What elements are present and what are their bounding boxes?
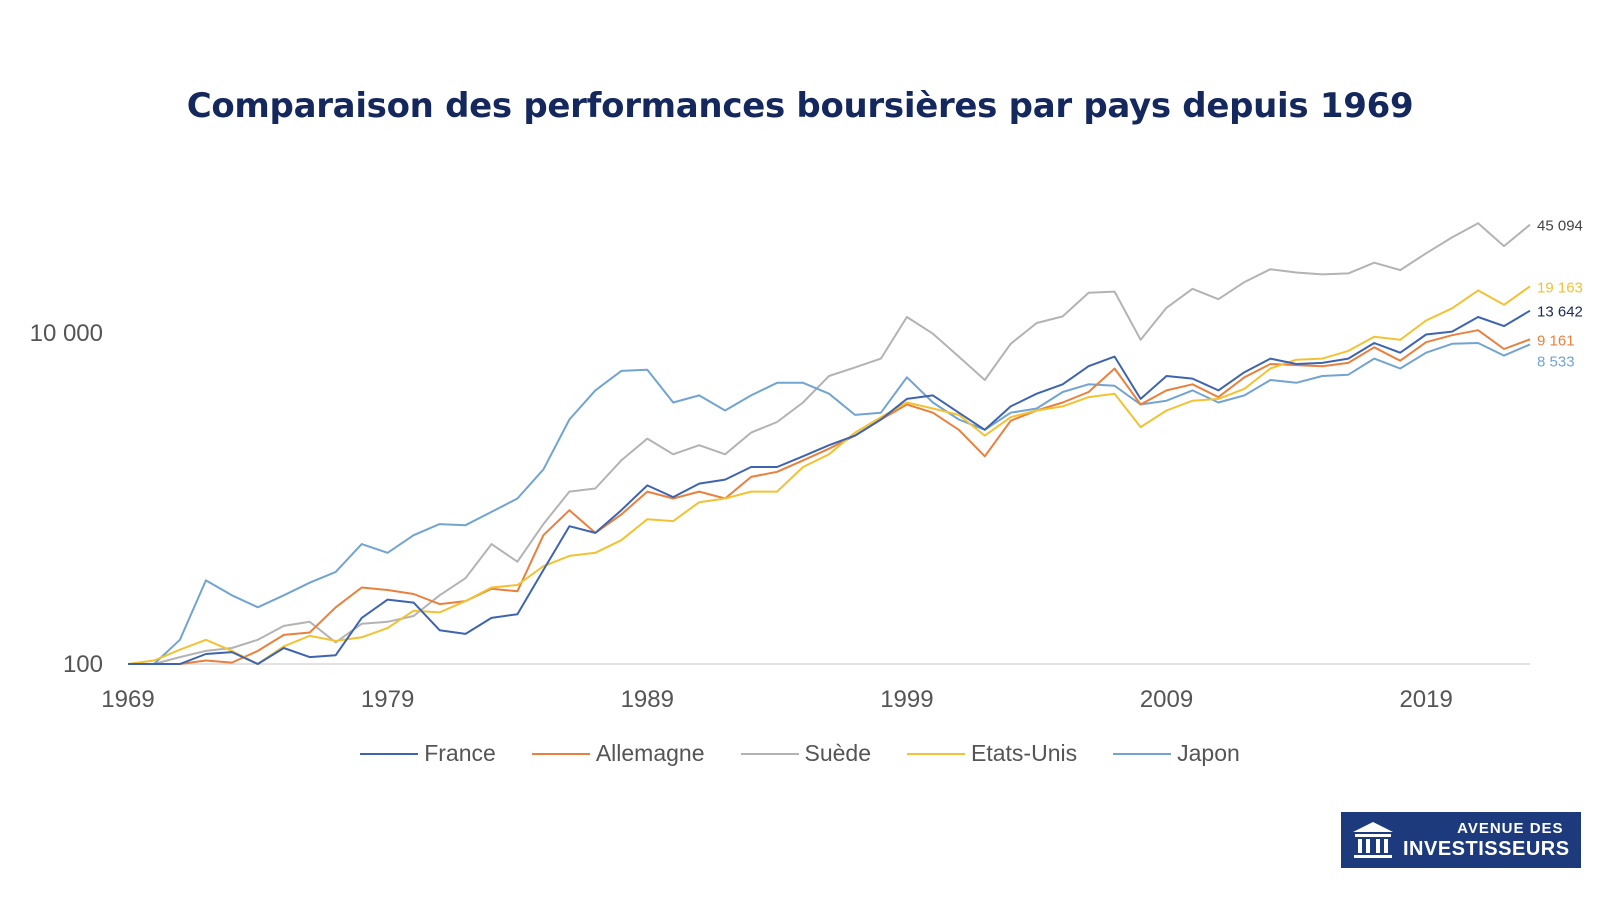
legend-label: Japon [1177,740,1240,766]
chart-series [127,222,1531,665]
legend-swatch [1113,752,1172,755]
series-line-france [128,309,1531,665]
legend-swatch [531,752,590,755]
chart-legend: France Allemagne Suède Etats-Unis Japon [0,740,1600,767]
end-label: 8 533 [1537,353,1575,370]
legend-item-suede[interactable]: Suède [740,740,872,767]
x-tick-label: 1989 [621,686,674,713]
x-tick-label: 2019 [1399,686,1452,713]
y-tick-label: 10 000 [30,320,103,347]
end-label: 13 642 [1537,304,1583,321]
x-tick-label: 1969 [101,686,154,713]
series-line-allemagne [128,329,1531,665]
chart-plot: 100 10 000 1969 1979 1989 1999 2009 2019 45 094… [30,218,1583,713]
end-label: 19 163 [1537,279,1583,296]
logo-line-2: INVESTISSEURS [1403,838,1570,860]
legend-item-etats-unis[interactable]: Etats-Unis [907,740,1077,767]
series-line-etats-unis [127,285,1531,665]
legend-swatch [907,752,966,755]
legend-item-france[interactable]: France [360,740,496,767]
legend-item-allemagne[interactable]: Allemagne [531,740,705,767]
legend-label: France [424,740,496,766]
chart-end-labels: 45 094 19 163 13 642 9 161 8 533 [1537,218,1583,371]
end-label: 45 094 [1537,218,1583,235]
legend-item-japon[interactable]: Japon [1113,740,1240,767]
x-tick-label: 2009 [1140,686,1193,713]
series-line-su-de [128,222,1531,665]
bank-building-icon [1353,822,1393,858]
y-tick-label: 100 [63,651,103,678]
chart-axes: 100 10 000 1969 1979 1989 1999 2009 2019 [30,320,1530,713]
end-label: 9 161 [1537,332,1575,349]
legend-label: Etats-Unis [971,740,1078,766]
brand-logo[interactable]: AVENUE DES INVESTISSEURS [1341,812,1581,868]
legend-swatch [360,752,419,755]
legend-label: Suède [804,740,872,766]
chart-title: Comparaison des performances boursières … [186,86,1414,126]
legend-label: Allemagne [595,740,705,766]
logo-line-1: AVENUE DES [1457,820,1564,837]
x-tick-label: 1999 [880,686,933,713]
series-line-japon [128,342,1531,665]
legend-swatch [740,752,799,755]
x-tick-label: 1979 [361,686,414,713]
